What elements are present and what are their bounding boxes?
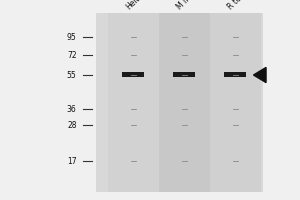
- Bar: [122, 72, 144, 77]
- Bar: [224, 72, 246, 77]
- Bar: [96, 13, 262, 192]
- Bar: [108, 13, 159, 192]
- Bar: [210, 13, 261, 192]
- Text: 95: 95: [67, 32, 76, 42]
- Bar: [172, 72, 195, 77]
- Text: M liver: M liver: [175, 0, 200, 11]
- Text: Hela: Hela: [124, 0, 143, 11]
- Polygon shape: [254, 67, 266, 83]
- Text: 17: 17: [67, 156, 76, 166]
- Text: 55: 55: [67, 71, 76, 79]
- Text: 72: 72: [67, 50, 76, 60]
- Text: 28: 28: [67, 120, 76, 130]
- Bar: [159, 13, 210, 192]
- Text: 36: 36: [67, 104, 76, 114]
- Text: R testis: R testis: [226, 0, 253, 11]
